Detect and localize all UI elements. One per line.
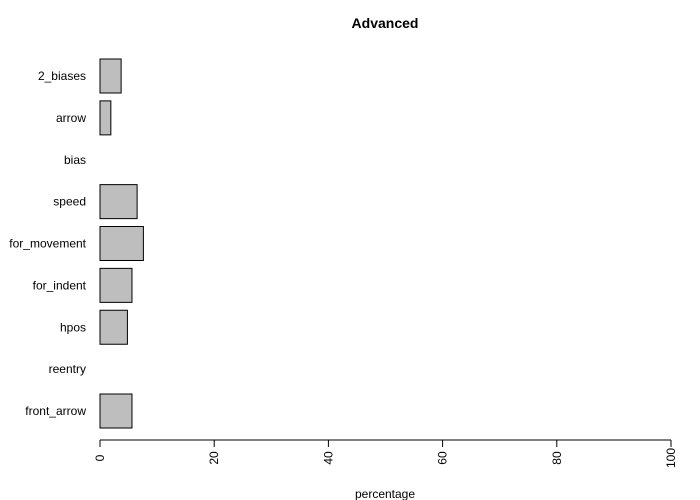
category-label-2_biases: 2_biases (38, 69, 86, 83)
x-axis-label: percentage (355, 487, 415, 500)
bar-for_movement (99, 226, 144, 261)
bar-for_indent (99, 267, 133, 303)
bar-front_arrow (99, 393, 133, 429)
bar-arrow (99, 100, 112, 136)
category-label-arrow: arrow (56, 111, 86, 125)
category-label-speed: speed (53, 195, 86, 209)
x-tick-label-0: 0 (93, 454, 107, 461)
x-tick-label-40: 40 (321, 451, 335, 465)
x-tick-label-80: 80 (550, 451, 564, 465)
category-label-bias: bias (64, 153, 86, 167)
bar-speed (99, 184, 138, 220)
chart-title: Advanced (352, 15, 419, 31)
x-tick-label-20: 20 (207, 451, 221, 465)
x-tick-label-60: 60 (436, 451, 450, 465)
x-ticks: 0 20 40 60 80 100 (93, 440, 678, 468)
bar-hpos (99, 309, 128, 345)
bars-group (99, 58, 144, 429)
category-label-for_indent: for_indent (33, 278, 87, 292)
category-label-reentry: reentry (49, 362, 86, 376)
category-label-front_arrow: front_arrow (25, 404, 86, 418)
category-label-for_movement: for_movement (9, 237, 86, 251)
category-label-hpos: hpos (60, 320, 86, 334)
bar-2_biases (99, 58, 122, 94)
x-tick-label-100: 100 (664, 448, 678, 468)
